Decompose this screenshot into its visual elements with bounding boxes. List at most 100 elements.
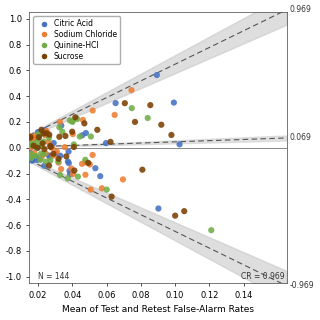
Point <box>75 116 80 122</box>
Point <box>70 119 75 124</box>
Point <box>46 140 51 145</box>
Point <box>171 100 176 105</box>
Point <box>30 144 35 149</box>
Point <box>56 159 61 164</box>
Point <box>77 134 82 139</box>
Point <box>104 187 109 192</box>
Point <box>39 127 44 132</box>
Point <box>72 168 77 173</box>
Point <box>39 155 44 160</box>
Point <box>29 144 34 149</box>
Point <box>59 166 64 172</box>
Point <box>41 151 46 156</box>
Point <box>57 134 62 139</box>
Point <box>42 163 47 168</box>
Point <box>69 166 74 171</box>
Point <box>44 131 49 136</box>
Point <box>41 131 46 136</box>
Point <box>70 132 75 137</box>
Point <box>90 108 95 113</box>
Point <box>209 228 214 233</box>
Point <box>83 157 88 162</box>
Point <box>63 133 68 139</box>
Point <box>57 119 62 124</box>
Point <box>71 142 76 147</box>
Point <box>35 135 40 140</box>
Point <box>43 133 48 138</box>
Point <box>148 103 153 108</box>
Point <box>35 139 40 144</box>
Point <box>36 134 42 139</box>
Point <box>88 187 93 192</box>
Point <box>30 137 35 142</box>
Point <box>68 172 73 177</box>
Point <box>44 129 49 134</box>
Point <box>48 158 53 163</box>
Point <box>42 147 47 152</box>
Point <box>59 123 64 128</box>
Point <box>159 122 164 127</box>
Point <box>79 161 84 166</box>
Point <box>38 151 44 156</box>
Text: -0.969: -0.969 <box>290 281 315 290</box>
Point <box>83 131 88 136</box>
Point <box>57 125 62 130</box>
Point <box>66 161 71 166</box>
Point <box>29 152 34 157</box>
Point <box>66 149 71 154</box>
Point <box>103 140 108 146</box>
Point <box>87 162 92 167</box>
Point <box>30 157 35 162</box>
Point <box>154 73 159 78</box>
Point <box>38 157 43 163</box>
Text: N = 144: N = 144 <box>38 272 69 281</box>
Point <box>48 144 53 149</box>
Point <box>108 139 113 144</box>
Point <box>76 174 81 179</box>
Point <box>54 149 60 154</box>
Point <box>169 132 174 138</box>
Point <box>140 167 145 172</box>
Point <box>120 177 125 182</box>
Point <box>129 88 134 93</box>
Point <box>34 157 39 163</box>
Point <box>86 160 91 165</box>
Point <box>33 153 38 158</box>
Point <box>29 158 35 163</box>
Point <box>67 118 72 123</box>
Point <box>122 100 127 106</box>
Point <box>47 154 52 159</box>
Point <box>93 166 98 171</box>
Point <box>32 134 37 139</box>
Point <box>83 172 88 177</box>
Point <box>46 163 52 168</box>
Point <box>82 121 87 126</box>
Point <box>51 151 56 156</box>
Legend: Citric Acid, Sodium Chloride, Quinine-HCl, Sucrose: Citric Acid, Sodium Chloride, Quinine-HC… <box>33 16 120 64</box>
Point <box>62 145 67 150</box>
Point <box>156 206 161 211</box>
Point <box>70 172 76 177</box>
Point <box>48 143 53 148</box>
Point <box>56 160 61 165</box>
Point <box>65 176 70 181</box>
Point <box>32 136 37 141</box>
Point <box>36 135 41 140</box>
Point <box>42 129 47 134</box>
Point <box>80 133 85 138</box>
Point <box>28 145 33 150</box>
Point <box>98 173 103 179</box>
Point <box>46 153 52 158</box>
Point <box>51 140 56 146</box>
Point <box>95 127 100 132</box>
Point <box>112 112 117 117</box>
Point <box>58 172 63 178</box>
Point <box>70 129 75 134</box>
Point <box>44 129 49 134</box>
Point <box>28 141 33 146</box>
Point <box>37 156 42 161</box>
Point <box>43 151 48 156</box>
Point <box>51 153 56 158</box>
Point <box>132 119 138 124</box>
X-axis label: Mean of Test and Retest False-Alarm Rates: Mean of Test and Retest False-Alarm Rate… <box>62 306 254 315</box>
